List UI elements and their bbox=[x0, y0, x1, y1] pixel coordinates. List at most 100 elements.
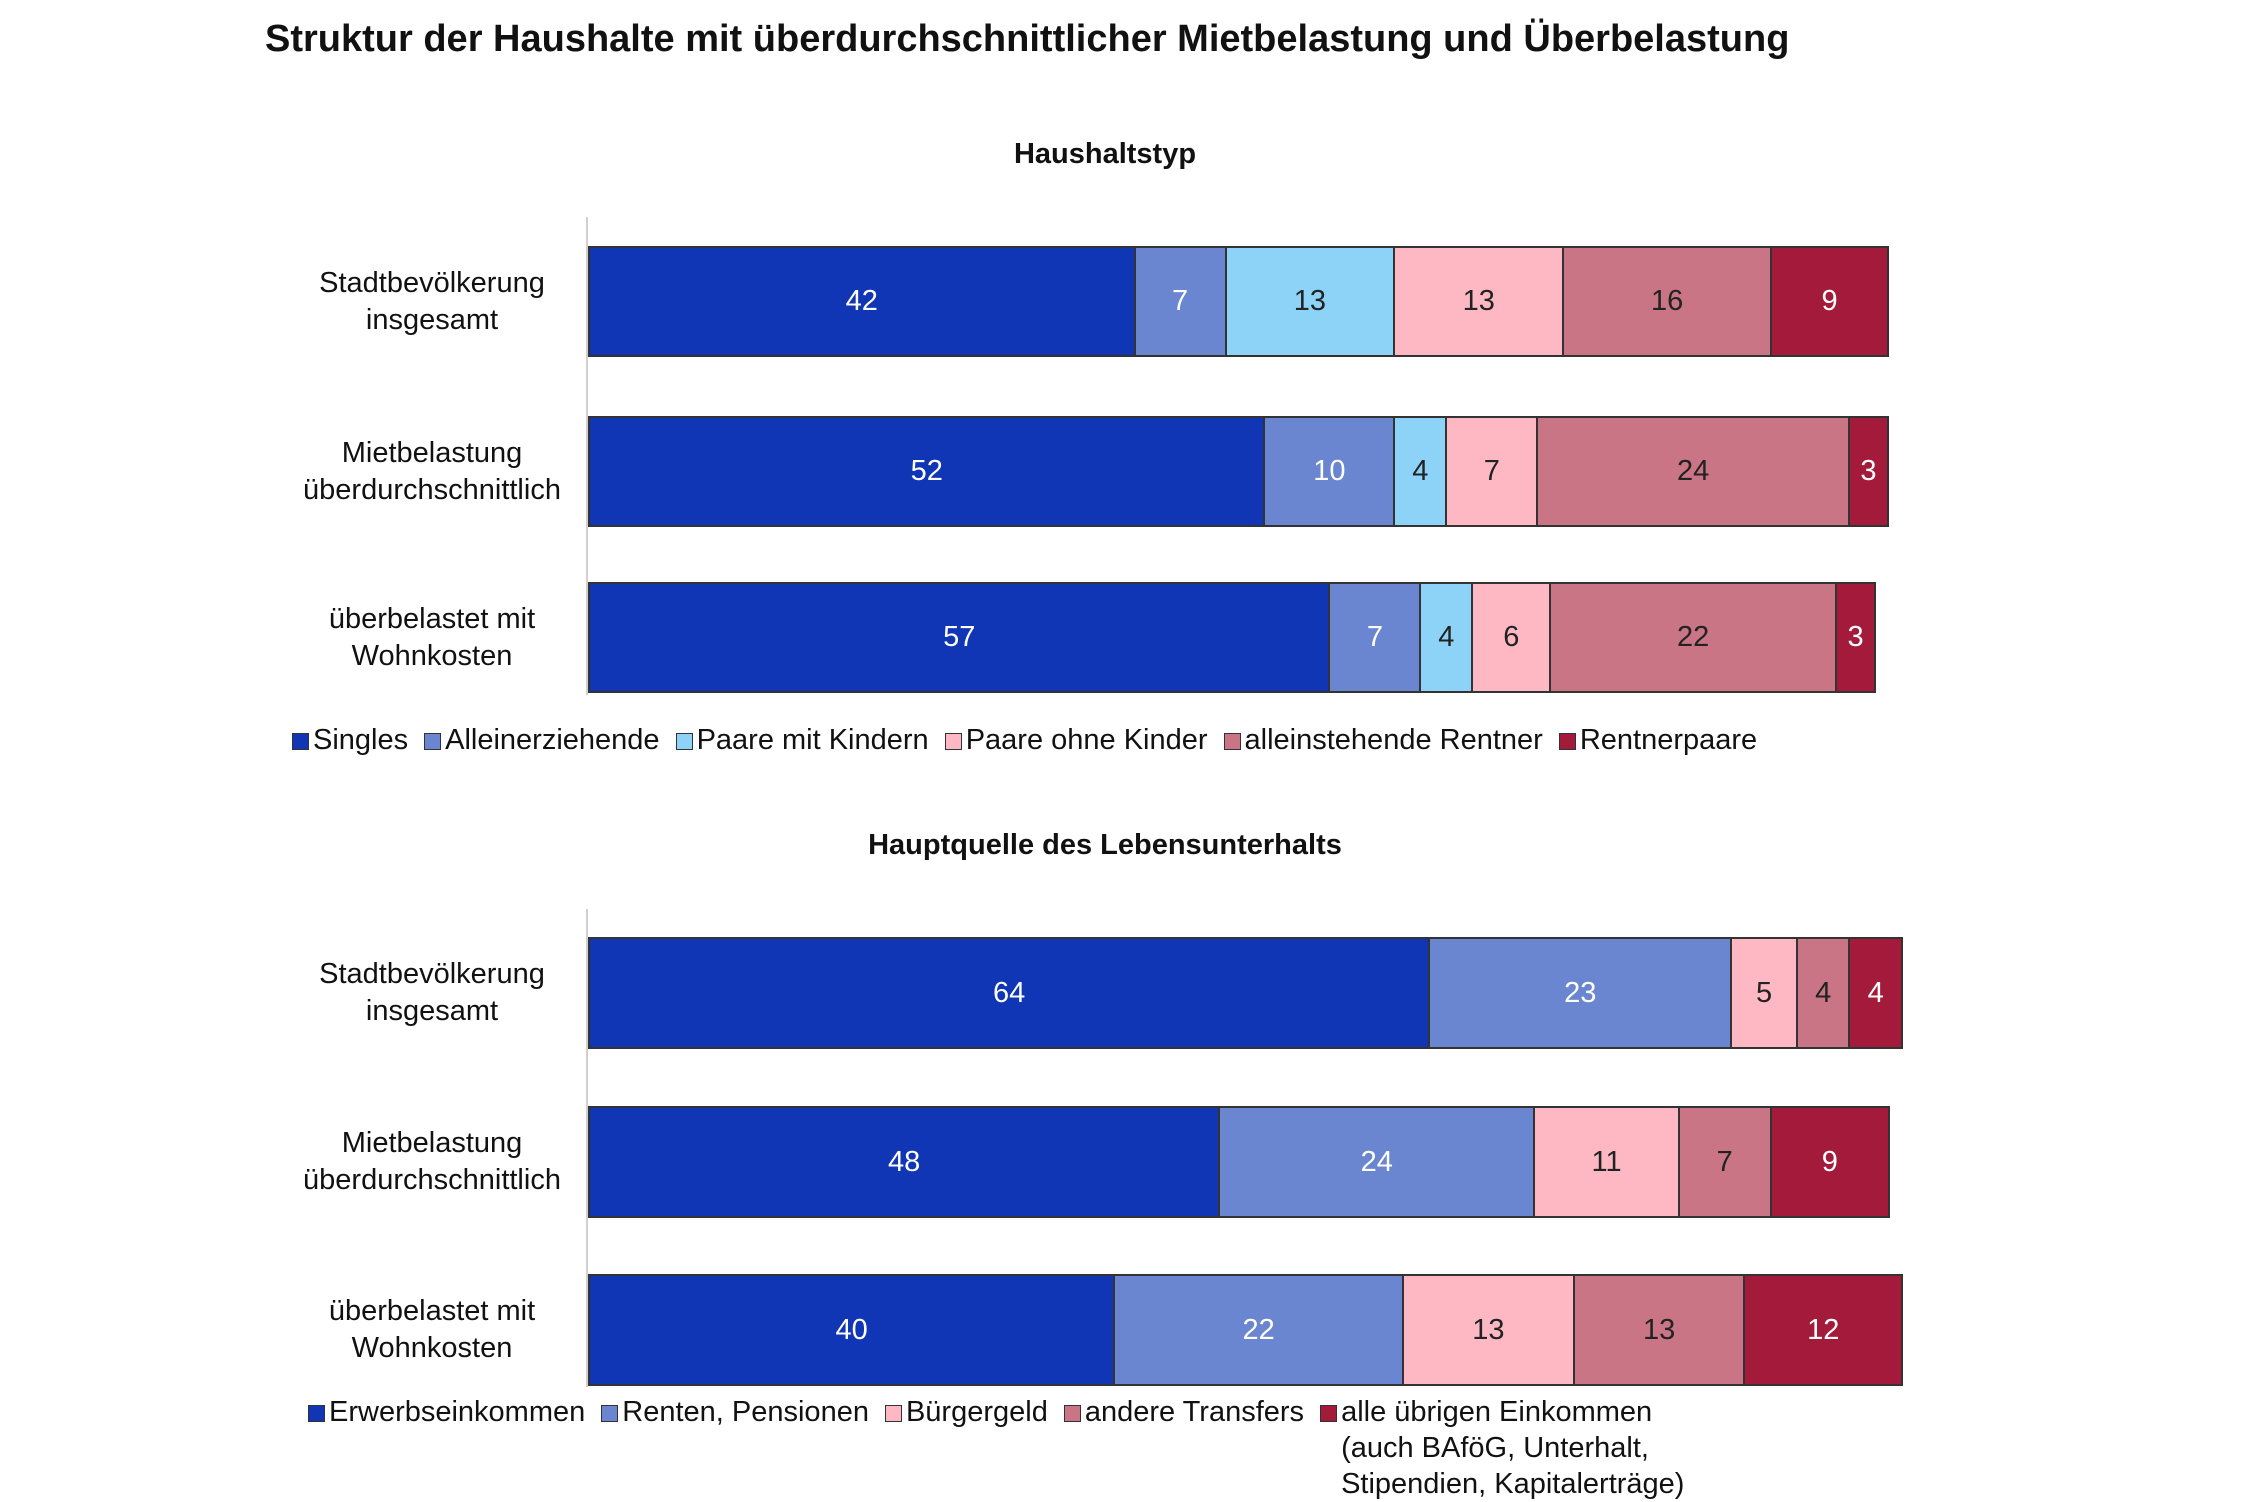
legend-swatch bbox=[1320, 1405, 1338, 1422]
legend-label: andere Transfers bbox=[1084, 1396, 1305, 1428]
legend-swatch bbox=[675, 733, 693, 750]
data-label: 52 bbox=[910, 455, 943, 487]
legend-item: andere Transfers bbox=[1063, 1394, 1305, 1430]
bar-segment: 22 bbox=[1549, 582, 1838, 693]
legend-item: Paare ohne Kinder bbox=[944, 722, 1208, 758]
bar-segment: 7 bbox=[1445, 416, 1539, 527]
legend-swatch bbox=[944, 733, 962, 750]
data-label: 24 bbox=[1360, 1145, 1393, 1178]
data-label: 7 bbox=[1483, 455, 1500, 487]
bar-segment: 16 bbox=[1562, 246, 1773, 357]
legend-label: Singles bbox=[313, 724, 409, 756]
legend-item: Bürgergeld bbox=[884, 1394, 1048, 1430]
bar-segment: 42 bbox=[588, 246, 1136, 357]
bar-segment: 9 bbox=[1770, 246, 1889, 357]
data-label: 40 bbox=[835, 1313, 868, 1346]
bar-segment: 4 bbox=[1419, 582, 1474, 693]
data-label: 16 bbox=[1651, 285, 1684, 317]
bar-segment: 52 bbox=[588, 416, 1266, 527]
legend-item: alle übrigen Einkommen (auch BAföG, Unte… bbox=[1320, 1394, 1731, 1502]
data-label: 9 bbox=[1821, 1145, 1838, 1178]
legend-swatch bbox=[424, 733, 442, 750]
bar-segment: 4 bbox=[1848, 937, 1903, 1049]
category-label: Mietbelastung überdurchschnittlich bbox=[303, 1127, 561, 1196]
legend-swatch bbox=[308, 1405, 325, 1422]
bar-segment: 57 bbox=[588, 582, 1331, 693]
data-label: 24 bbox=[1677, 455, 1710, 487]
legend-item: Singles bbox=[292, 722, 408, 758]
data-label: 23 bbox=[1564, 976, 1597, 1009]
legend-label: Erwerbseinkommen bbox=[329, 1396, 586, 1428]
legend-label: Renten, Pensionen bbox=[622, 1396, 869, 1428]
page-title: Struktur der Haushalte mit überdurchschn… bbox=[265, 18, 1790, 60]
bar-segment: 9 bbox=[1769, 1106, 1890, 1218]
legend-swatch bbox=[601, 1405, 619, 1422]
data-label: 7 bbox=[1366, 621, 1383, 653]
data-label: 3 bbox=[1847, 621, 1864, 653]
bar-segment: 7 bbox=[1677, 1106, 1772, 1218]
data-label: 7 bbox=[1716, 1145, 1733, 1178]
data-label: 13 bbox=[1642, 1313, 1676, 1346]
data-label: 6 bbox=[1503, 621, 1520, 653]
bar-segment: 4 bbox=[1393, 416, 1448, 527]
legend-item: Alleinerziehende bbox=[424, 722, 660, 758]
data-label: 4 bbox=[1815, 976, 1832, 1009]
bar-segment: 13 bbox=[1572, 1274, 1746, 1386]
chart-title: Hauptquelle des Lebensunterhalts bbox=[868, 829, 1342, 861]
bar-segment: 7 bbox=[1133, 246, 1227, 357]
bar-segment: 6 bbox=[1471, 582, 1552, 693]
axis-line bbox=[586, 217, 588, 695]
legend-swatch bbox=[884, 1405, 902, 1422]
legend-item: Rentnerpaare bbox=[1558, 722, 1758, 758]
category-label: Mietbelastung überdurchschnittlich bbox=[303, 436, 561, 506]
legend-item: alleinstehende Rentner bbox=[1223, 722, 1543, 758]
bar-segment: 13 bbox=[1224, 246, 1396, 357]
data-label: 64 bbox=[993, 976, 1026, 1009]
data-label: 7 bbox=[1171, 285, 1189, 317]
bar-segment: 7 bbox=[1328, 582, 1422, 693]
legend-swatch bbox=[1223, 733, 1241, 750]
bar-segment: 4 bbox=[1795, 937, 1851, 1049]
legend-label: Paare mit Kindern bbox=[696, 724, 929, 756]
data-label: 12 bbox=[1807, 1313, 1840, 1346]
legend-label: Rentnerpaare bbox=[1579, 724, 1758, 756]
category-label: Stadtbevölkerung insgesamt bbox=[319, 958, 545, 1027]
bar-segment: 24 bbox=[1218, 1106, 1536, 1218]
bar-segment: 22 bbox=[1113, 1274, 1405, 1386]
legend-label: Paare ohne Kinder bbox=[965, 724, 1208, 756]
data-label: 4 bbox=[1438, 621, 1455, 653]
category-label: überbelastet mit Wohnkosten bbox=[328, 1295, 536, 1364]
data-label: 22 bbox=[1677, 621, 1710, 653]
bar-segment: 48 bbox=[588, 1106, 1221, 1218]
legend-label: Bürgergeld bbox=[905, 1396, 1048, 1428]
legend-item: Renten, Pensionen bbox=[601, 1394, 869, 1430]
bar-segment: 5 bbox=[1730, 937, 1798, 1049]
data-label: 4 bbox=[1867, 976, 1884, 1009]
bar-segment: 10 bbox=[1263, 416, 1396, 527]
legend-item: Erwerbseinkommen bbox=[308, 1394, 585, 1430]
bar-segment: 13 bbox=[1402, 1274, 1575, 1386]
legend: Singles Alleinerziehende Paare mit Kindern… bbox=[292, 722, 1757, 758]
legend-swatch bbox=[292, 733, 309, 750]
data-label: 13 bbox=[1293, 285, 1327, 317]
legend-label: alle übrigen Einkommen (auch BAföG, Unte… bbox=[1341, 1396, 1685, 1500]
bar-segment: 3 bbox=[1835, 582, 1876, 693]
axis-line bbox=[586, 909, 588, 1387]
data-label: 48 bbox=[887, 1145, 921, 1178]
category-label: Stadtbevölkerung insgesamt bbox=[319, 266, 545, 336]
legend-swatch bbox=[1063, 1405, 1081, 1422]
data-label: 3 bbox=[1860, 455, 1877, 487]
legend: Erwerbseinkommen Renten, Pensionen Bürgerg… bbox=[308, 1394, 1731, 1502]
data-label: 22 bbox=[1242, 1313, 1275, 1346]
data-label: 57 bbox=[943, 621, 976, 653]
data-label: 42 bbox=[845, 285, 878, 317]
bar-segment: 13 bbox=[1393, 246, 1565, 357]
legend-swatch bbox=[1558, 733, 1576, 750]
category-label: überbelastet mit Wohnkosten bbox=[328, 602, 536, 672]
legend-label: Alleinerziehende bbox=[445, 724, 660, 756]
bar-segment: 12 bbox=[1743, 1274, 1903, 1386]
bar-segment: 3 bbox=[1848, 416, 1889, 527]
legend-label: alleinstehende Rentner bbox=[1244, 724, 1543, 756]
legend-item: Paare mit Kindern bbox=[675, 722, 929, 758]
